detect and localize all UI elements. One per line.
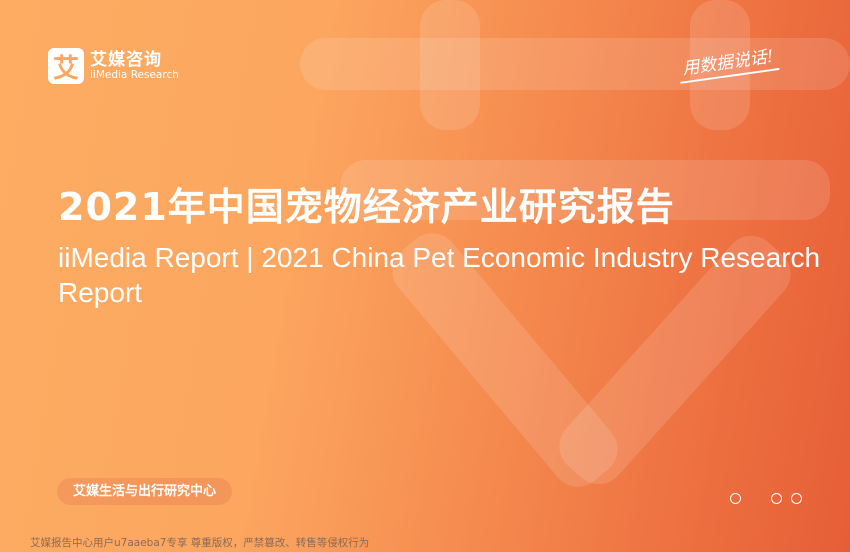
watermark-shape: [300, 38, 850, 90]
report-subtitle: iiMedia Report | 2021 China Pet Economic…: [58, 242, 821, 308]
report-title: 2021年中国宠物经济产业研究报告: [58, 185, 675, 229]
brand-name-cn: 艾媒咨询: [90, 49, 162, 70]
copyright-footer: 艾媒报告中心用户u7aaeba7专享 尊重版权，严禁篡改、转售等侵权行为: [30, 537, 370, 549]
pager-dot[interactable]: [791, 493, 802, 504]
logo-mark: 艾: [48, 48, 84, 84]
watermark-shape: [690, 0, 750, 130]
brand-name-en: iiMedia Research: [90, 68, 179, 81]
pager-dot[interactable]: [730, 493, 741, 504]
watermark-shape: [420, 0, 480, 130]
pager-dot[interactable]: [771, 493, 782, 504]
research-center-badge: 艾媒生活与出行研究中心: [57, 478, 233, 505]
watermark-shape: [340, 160, 830, 220]
brand-logo: 艾 艾媒咨询 iiMedia Research: [48, 48, 179, 84]
